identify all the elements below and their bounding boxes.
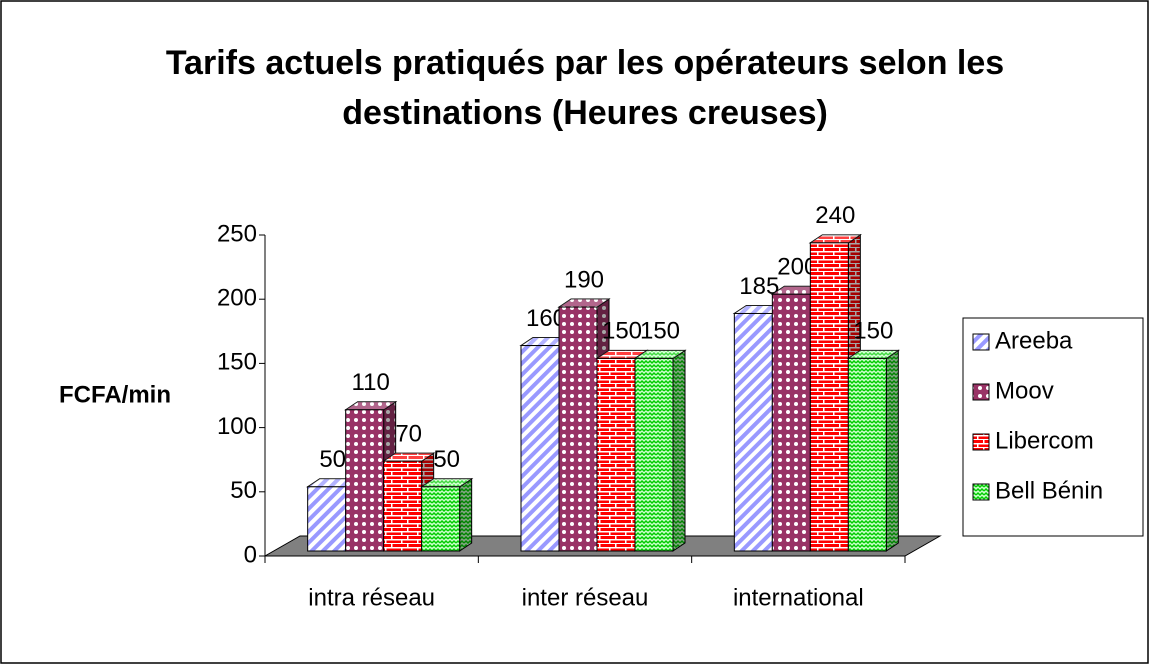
- data-label: 110: [352, 369, 390, 396]
- y-tick-label: 200: [217, 285, 257, 312]
- y-axis-label: FCFA/min: [59, 381, 171, 408]
- bar-top-shade: [421, 478, 472, 487]
- bar: [558, 306, 598, 552]
- bar-top-shade: [345, 401, 396, 410]
- y-tick-label: 50: [230, 477, 257, 504]
- bar: [345, 409, 385, 552]
- x-tick-label: inter réseau: [522, 584, 649, 611]
- legend-swatch: [972, 433, 990, 451]
- bar: [520, 345, 560, 552]
- data-label: 70: [395, 420, 422, 447]
- y-tick-label: 150: [217, 349, 257, 376]
- data-label: 150: [602, 318, 642, 345]
- bar: [771, 293, 811, 552]
- bar-top-shade: [597, 350, 647, 359]
- data-label: 50: [319, 446, 346, 473]
- bar: [733, 312, 773, 552]
- bar-top-shade: [848, 350, 899, 359]
- bar: [383, 460, 423, 552]
- data-label: 240: [815, 202, 855, 229]
- x-tick-label: international: [733, 584, 864, 611]
- legend-box: [962, 317, 1144, 537]
- y-tick-label: 100: [217, 413, 257, 440]
- bar-top-shade: [635, 350, 685, 359]
- bar: [634, 357, 674, 552]
- legend-label: Areeba: [995, 327, 1073, 354]
- bar: [307, 486, 347, 552]
- legend-label: Moov: [995, 377, 1054, 404]
- y-tick-label: 250: [217, 220, 257, 247]
- data-label: 50: [433, 446, 460, 473]
- legend-label: Libercom: [995, 427, 1094, 454]
- data-label: 150: [640, 318, 680, 345]
- bar: [421, 486, 461, 552]
- bar-top-shade: [810, 234, 861, 243]
- bar-side-shade: [459, 478, 472, 551]
- data-label: 190: [564, 266, 604, 293]
- legend-swatch: [972, 333, 990, 351]
- data-label: 150: [853, 318, 893, 345]
- x-tick-label: intra réseau: [308, 584, 435, 611]
- bar-top-shade: [559, 299, 609, 308]
- bar: [809, 242, 849, 552]
- legend-swatch: [972, 483, 990, 501]
- bar-side-shade: [673, 350, 685, 551]
- bar-side-shade: [886, 350, 899, 551]
- chart-title: Tarifs actuels pratiqués par les opérate…: [165, 44, 1005, 132]
- bar: [596, 357, 636, 552]
- y-tick-label: 0: [244, 541, 257, 568]
- bar-top-shade: [383, 453, 434, 462]
- bar: [847, 357, 887, 552]
- legend-label: Bell Bénin: [995, 477, 1103, 504]
- legend-swatch: [972, 383, 990, 401]
